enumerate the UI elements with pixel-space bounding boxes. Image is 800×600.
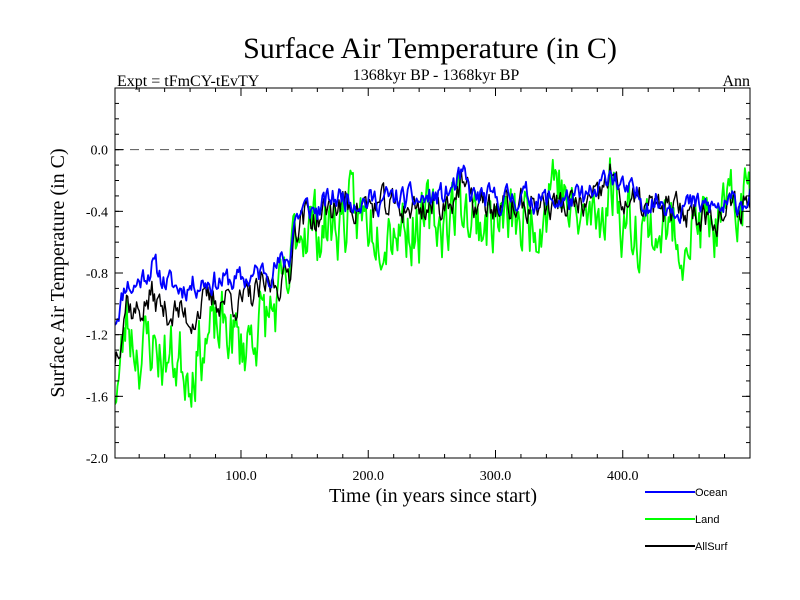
plot-frame — [114, 87, 751, 459]
y-tick-label: -1.2 — [86, 329, 108, 344]
legend-label-land: Land — [695, 514, 719, 526]
season-label: Ann — [722, 73, 750, 90]
x-axis-label: Time (in years since start) — [329, 485, 537, 507]
series-line-allsurf — [115, 163, 750, 365]
x-tick-label: 300.0 — [480, 469, 512, 484]
chart-title: Surface Air Temperature (in C) — [243, 32, 617, 65]
y-axis-label: Surface Air Temperature (in C) — [47, 148, 69, 397]
series-layer — [115, 157, 750, 408]
x-tick-label: 400.0 — [607, 469, 639, 484]
y-tick-label: -0.8 — [86, 267, 108, 282]
period-label: 1368kyr BP - 1368kyr BP — [353, 67, 520, 84]
y-tick-label: -0.4 — [86, 205, 108, 220]
y-tick-label: 0.0 — [91, 144, 109, 159]
legend-label-ocean: Ocean — [695, 487, 727, 499]
y-tick-label: -2.0 — [86, 452, 108, 467]
ticks-layer: -2.0 -1.6 -1.2 -0.8 -0.4 0.0 100.0 200.0 300.0 40… — [86, 88, 750, 484]
y-tick-label: -1.6 — [86, 390, 108, 405]
legend: Ocean Land AllSurf — [645, 487, 728, 553]
x-tick-label: 200.0 — [352, 469, 384, 484]
legend-label-allsurf: AllSurf — [695, 541, 728, 553]
experiment-label: Expt = tFmCY-tEvTY — [117, 73, 260, 90]
series-line-ocean — [115, 164, 750, 326]
x-tick-label: 100.0 — [225, 469, 257, 484]
